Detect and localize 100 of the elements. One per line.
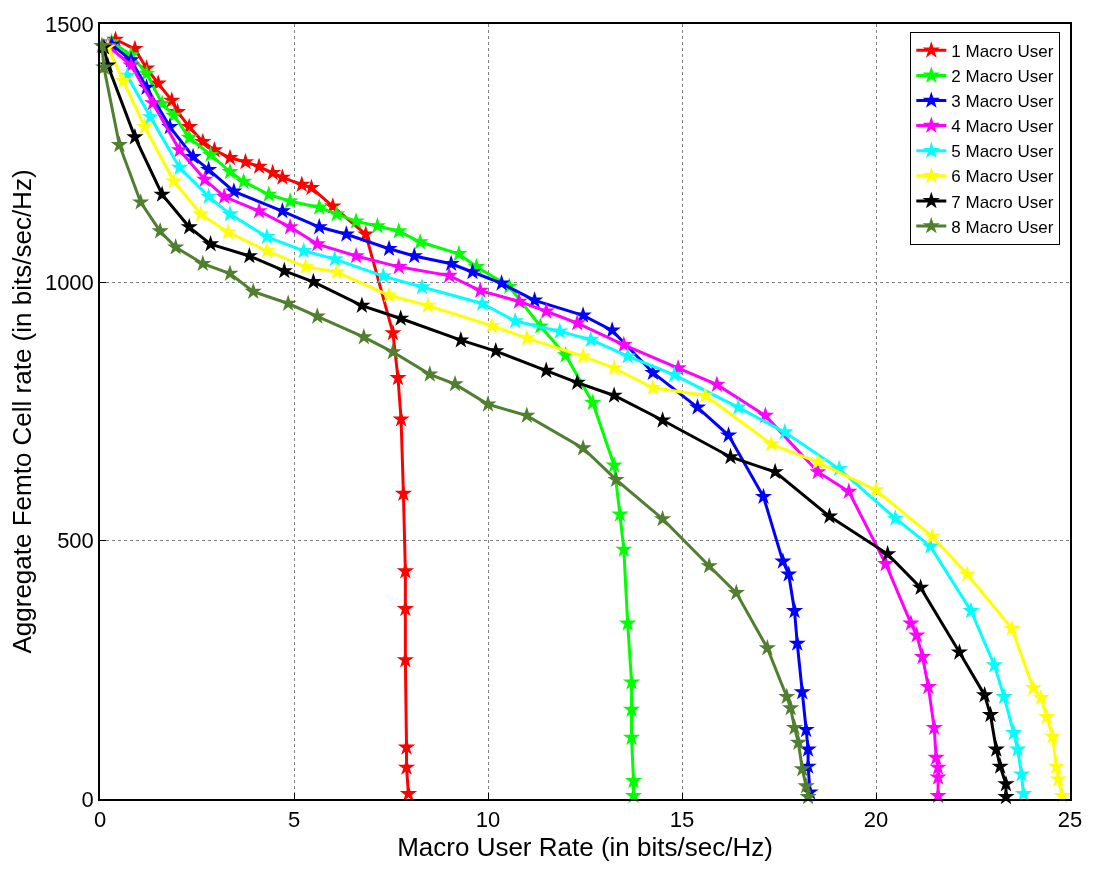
point [308,235,326,252]
point [923,527,941,544]
point [696,386,714,403]
point [793,759,811,777]
point [568,373,586,390]
point [244,282,262,299]
point [665,365,683,383]
point [260,185,278,202]
point [902,614,920,631]
point [506,311,524,329]
point [809,453,827,470]
point [615,540,633,557]
point [296,257,315,275]
point [396,562,415,579]
point [452,331,470,348]
point [688,398,707,415]
point [995,687,1013,705]
point [719,426,738,443]
point [1047,757,1066,774]
point [411,232,429,250]
point [797,776,815,794]
point [180,117,198,135]
point [184,147,202,165]
legend-label: 6 Macro User [951,167,1054,187]
point [603,321,621,338]
point [215,187,233,204]
point [653,411,672,428]
point [605,386,623,403]
point [1043,727,1062,744]
point [985,656,1003,673]
point [886,509,905,526]
point [144,93,162,111]
point [201,145,220,163]
point [347,212,365,229]
point [258,241,276,259]
point [273,201,292,219]
point [925,718,943,736]
point [729,398,747,415]
point [141,107,160,125]
x-axis-title: Macro User Rate (in bits/sec/Hz) [397,832,773,863]
point [234,172,253,189]
point [446,375,464,392]
x-tick-label: 5 [287,807,301,833]
point [619,614,637,631]
legend-label: 3 Macro User [951,92,1054,112]
x-tick-label: 15 [669,807,695,833]
point [192,205,210,222]
point [840,482,858,499]
point [137,64,156,81]
point [754,487,773,505]
point [394,484,413,502]
point [353,296,371,313]
point [780,565,798,582]
point [167,238,185,255]
point [1024,678,1042,696]
point [962,601,980,619]
legend-label: 4 Macro User [951,117,1054,137]
point [911,578,930,596]
point [389,368,407,386]
y-axis-title: Aggregate Femto Cell rate (in bits/sec/Hz) [6,169,37,654]
point [126,128,144,145]
point [328,262,346,280]
legend-label: 7 Macro User [951,192,1054,212]
point [551,322,569,339]
point [421,365,439,382]
point [225,182,243,199]
point [293,175,311,193]
point [165,171,183,189]
point [1038,707,1056,725]
point [471,281,489,298]
point [264,163,282,181]
point [878,545,897,562]
point [399,784,418,802]
point [781,698,800,716]
point [700,556,718,574]
point [981,705,1000,723]
point [582,330,600,348]
point [619,347,637,364]
point [199,187,218,204]
point [913,647,932,665]
point [153,185,171,202]
point [201,235,220,252]
point [605,456,623,473]
point [867,480,885,498]
y-tick-label: 0 [81,786,94,812]
point [820,507,839,524]
point [304,272,323,290]
point [653,509,672,527]
point [756,406,775,423]
point [1008,740,1027,757]
point [774,552,792,569]
point [776,423,794,440]
point [219,223,237,240]
point [797,720,815,738]
point [310,198,328,215]
point [644,378,662,396]
point [308,307,326,324]
point [1003,619,1021,636]
point [615,335,633,353]
point [1049,770,1068,787]
